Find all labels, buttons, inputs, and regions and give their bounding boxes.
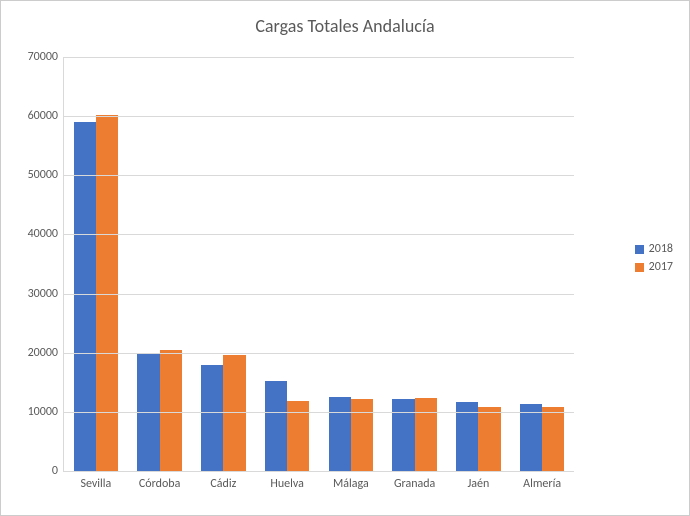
bars-layer [64,57,574,471]
x-axis-label: Sevilla [80,477,111,491]
bar [478,407,500,471]
x-axis-label: Granada [394,477,435,491]
x-axis-label: Almería [523,477,561,491]
gridline [64,116,574,117]
legend-swatch-2018 [635,245,644,254]
gridline [64,57,574,58]
legend-item: 2018 [635,242,673,256]
legend: 2018 2017 [635,238,673,278]
y-axis-label: 60000 [28,109,58,123]
gridline [64,412,574,413]
plot-area: 010000200003000040000500006000070000Sevi… [63,57,574,472]
x-axis-label: Jaén [467,477,489,491]
y-axis-label: 50000 [28,168,58,182]
gridline [64,294,574,295]
bar [351,399,373,471]
legend-item: 2017 [635,260,673,274]
bar [520,404,542,471]
bar [392,399,414,471]
x-axis-label: Huelva [270,477,304,491]
y-axis-label: 30000 [28,287,58,301]
x-axis-label: Málaga [333,477,369,491]
y-axis-label: 70000 [28,50,58,64]
bar [160,350,182,471]
x-axis-label: Córdoba [139,477,180,491]
bar [542,407,564,471]
bar [265,381,287,471]
y-axis-label: 20000 [28,346,58,360]
gridline [64,353,574,354]
gridline [64,234,574,235]
legend-label: 2017 [649,260,673,274]
y-axis-label: 10000 [28,405,58,419]
bar [415,398,437,471]
x-axis-label: Cádiz [210,477,236,491]
y-axis-label: 0 [52,464,58,478]
legend-swatch-2017 [635,263,644,272]
y-axis-label: 40000 [28,227,58,241]
bar [329,397,351,471]
gridline [64,175,574,176]
chart-title: Cargas Totales Andalucía [1,15,689,37]
legend-label: 2018 [649,242,673,256]
chart-container: Cargas Totales Andalucía 010000200003000… [0,0,690,516]
bar [201,365,223,471]
